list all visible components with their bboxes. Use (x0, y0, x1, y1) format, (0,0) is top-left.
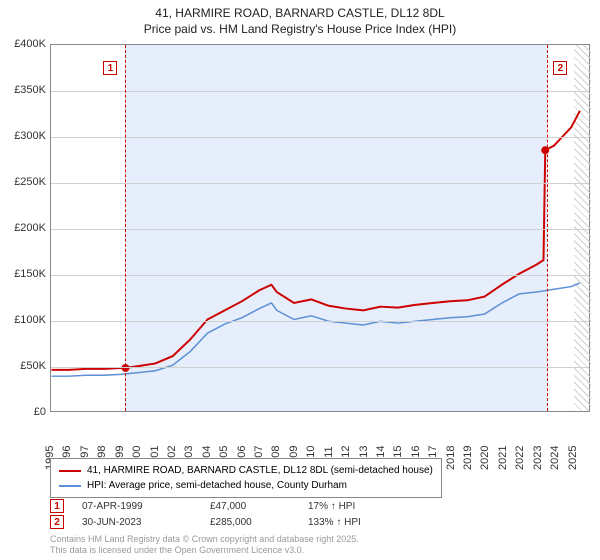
title-line-1: 41, HARMIRE ROAD, BARNARD CASTLE, DL12 8… (0, 6, 600, 22)
x-tick-label: 2021 (497, 446, 509, 470)
y-tick-label: £150K (0, 268, 46, 280)
gridline (51, 229, 589, 230)
marker-vline (547, 45, 548, 411)
chart-legend: 41, HARMIRE ROAD, BARNARD CASTLE, DL12 8… (50, 458, 442, 498)
marker-label: 2 (50, 515, 64, 529)
x-tick-label: 2019 (462, 446, 474, 470)
legend-row: HPI: Average price, semi-detached house,… (59, 478, 433, 493)
footer-line-2: This data is licensed under the Open Gov… (50, 545, 359, 556)
y-tick-label: £400K (0, 38, 46, 50)
title-line-2: Price paid vs. HM Land Registry's House … (0, 22, 600, 38)
marker-pct: 133% ↑ HPI (308, 517, 428, 528)
marker-vline (125, 45, 126, 411)
x-axis-labels: 1995199619971998199920002001200220032004… (50, 416, 590, 456)
footer-attribution: Contains HM Land Registry data © Crown c… (50, 534, 359, 556)
legend-row: 41, HARMIRE ROAD, BARNARD CASTLE, DL12 8… (59, 463, 433, 478)
gridline (51, 91, 589, 92)
x-tick-label: 2024 (549, 446, 561, 470)
legend-swatch (59, 485, 81, 487)
legend-label: 41, HARMIRE ROAD, BARNARD CASTLE, DL12 8… (87, 463, 433, 478)
marker-date: 30-JUN-2023 (82, 517, 192, 528)
footer-line-1: Contains HM Land Registry data © Crown c… (50, 534, 359, 545)
series-property_line (51, 111, 579, 370)
y-tick-label: £200K (0, 222, 46, 234)
y-tick-label: £0 (0, 406, 46, 418)
marker-label: 1 (50, 499, 64, 513)
x-tick-label: 2022 (514, 446, 526, 470)
chart-title: 41, HARMIRE ROAD, BARNARD CASTLE, DL12 8… (0, 0, 600, 37)
x-tick-label: 2023 (532, 446, 544, 470)
x-tick-label: 2020 (479, 446, 491, 470)
marker-label: 1 (103, 61, 117, 75)
marker-pct: 17% ↑ HPI (308, 501, 428, 512)
marker-label: 2 (553, 61, 567, 75)
chart-plot-area: 12 (50, 44, 590, 412)
legend-swatch (59, 470, 81, 472)
marker-price: £47,000 (210, 501, 290, 512)
marker-data-table: 1 07-APR-1999 £47,000 17% ↑ HPI 2 30-JUN-2023… (50, 498, 428, 530)
gridline (51, 275, 589, 276)
x-tick-label: 2025 (567, 446, 579, 470)
x-tick-label: 2018 (445, 446, 457, 470)
y-tick-label: £250K (0, 176, 46, 188)
y-tick-label: £300K (0, 130, 46, 142)
y-tick-label: £350K (0, 84, 46, 96)
table-row: 1 07-APR-1999 £47,000 17% ↑ HPI (50, 498, 428, 514)
y-tick-label: £50K (0, 360, 46, 372)
chart-svg (51, 45, 589, 411)
legend-label: HPI: Average price, semi-detached house,… (87, 478, 347, 493)
marker-date: 07-APR-1999 (82, 501, 192, 512)
gridline (51, 321, 589, 322)
gridline (51, 137, 589, 138)
table-row: 2 30-JUN-2023 £285,000 133% ↑ HPI (50, 514, 428, 530)
y-tick-label: £100K (0, 314, 46, 326)
gridline (51, 183, 589, 184)
gridline (51, 367, 589, 368)
series-hpi_line (51, 283, 579, 376)
marker-price: £285,000 (210, 517, 290, 528)
